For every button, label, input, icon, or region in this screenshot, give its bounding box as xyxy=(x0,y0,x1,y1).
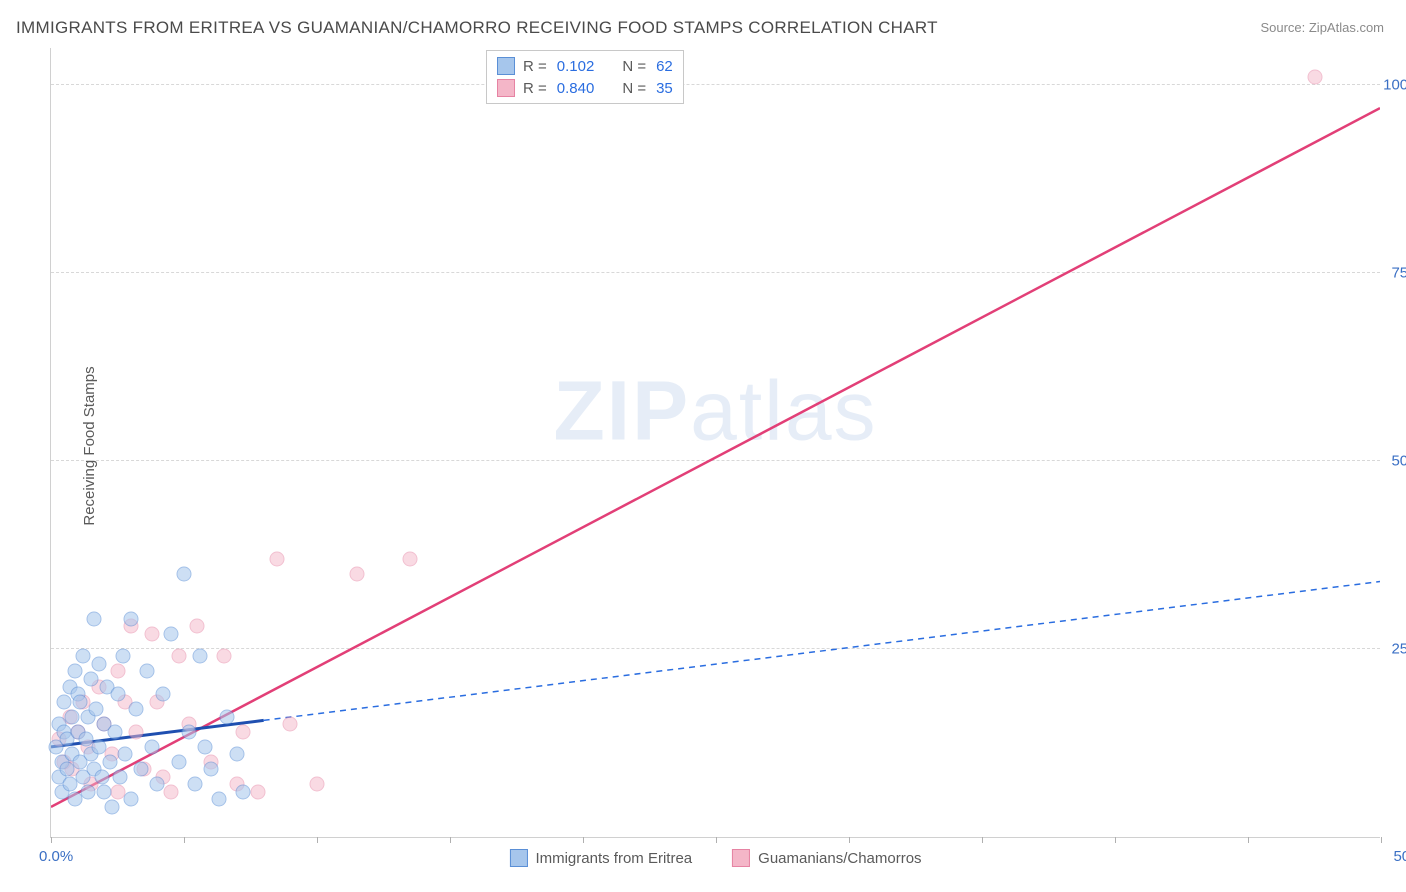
x-tick xyxy=(1381,837,1382,843)
pink-point xyxy=(403,551,418,566)
stats-row-blue: R = 0.102 N = 62 xyxy=(497,55,673,77)
blue-point xyxy=(177,566,192,581)
pink-r-value: 0.840 xyxy=(557,80,595,97)
blue-point xyxy=(163,626,178,641)
pink-point xyxy=(190,619,205,634)
blue-point xyxy=(67,664,82,679)
pink-point xyxy=(349,566,364,581)
x-tick xyxy=(51,837,52,843)
blue-point xyxy=(145,739,160,754)
blue-point xyxy=(81,784,96,799)
pink-point xyxy=(129,724,144,739)
y-tick-label: 25.0% xyxy=(1391,640,1406,657)
plot-area: ZIPatlas 25.0%50.0%75.0%100.0% R = 0.102… xyxy=(50,48,1380,838)
legend-label-pink: Guamanians/Chamorros xyxy=(758,850,921,867)
blue-point xyxy=(91,739,106,754)
blue-point xyxy=(89,702,104,717)
watermark: ZIPatlas xyxy=(553,362,877,459)
blue-point xyxy=(129,702,144,717)
x-axis-min-label: 0.0% xyxy=(39,848,73,865)
x-tick xyxy=(716,837,717,843)
pink-point xyxy=(171,649,186,664)
pink-swatch-icon xyxy=(497,79,515,97)
blue-point xyxy=(102,754,117,769)
blue-point xyxy=(150,777,165,792)
blue-point xyxy=(198,739,213,754)
blue-point xyxy=(97,784,112,799)
blue-point xyxy=(118,747,133,762)
chart-title: IMMIGRANTS FROM ERITREA VS GUAMANIAN/CHA… xyxy=(16,18,938,38)
grid-line xyxy=(51,648,1380,649)
blue-point xyxy=(83,672,98,687)
legend: Immigrants from Eritrea Guamanians/Chamo… xyxy=(509,849,921,867)
stats-row-pink: R = 0.840 N = 35 xyxy=(497,77,673,99)
blue-point xyxy=(115,649,130,664)
x-tick xyxy=(583,837,584,843)
pink-point xyxy=(310,777,325,792)
blue-point xyxy=(91,656,106,671)
x-tick xyxy=(1115,837,1116,843)
blue-point xyxy=(123,792,138,807)
source-attribution: Source: ZipAtlas.com xyxy=(1260,20,1384,35)
grid-line xyxy=(51,84,1380,85)
pink-point xyxy=(283,717,298,732)
blue-point xyxy=(155,687,170,702)
pink-point xyxy=(1307,70,1322,85)
blue-n-value: 62 xyxy=(656,58,673,75)
y-tick-label: 50.0% xyxy=(1391,452,1406,469)
blue-point xyxy=(94,769,109,784)
blue-point xyxy=(110,687,125,702)
blue-point xyxy=(107,724,122,739)
correlation-stats-box: R = 0.102 N = 62 R = 0.840 N = 35 xyxy=(486,50,684,104)
trend-lines xyxy=(51,48,1380,837)
blue-point xyxy=(65,709,80,724)
x-tick xyxy=(184,837,185,843)
blue-point xyxy=(192,649,207,664)
x-tick xyxy=(849,837,850,843)
blue-point xyxy=(211,792,226,807)
blue-legend-swatch-icon xyxy=(509,849,527,867)
x-tick xyxy=(450,837,451,843)
grid-line xyxy=(51,460,1380,461)
x-tick xyxy=(1248,837,1249,843)
x-tick xyxy=(982,837,983,843)
grid-line xyxy=(51,272,1380,273)
pink-point xyxy=(235,724,250,739)
y-tick-label: 75.0% xyxy=(1391,264,1406,281)
blue-point xyxy=(219,709,234,724)
blue-point xyxy=(182,724,197,739)
pink-n-value: 35 xyxy=(656,80,673,97)
pink-point xyxy=(145,626,160,641)
blue-point xyxy=(75,649,90,664)
pink-point xyxy=(251,784,266,799)
blue-point xyxy=(235,784,250,799)
blue-point xyxy=(86,611,101,626)
pink-point xyxy=(270,551,285,566)
pink-point xyxy=(163,784,178,799)
blue-point xyxy=(203,762,218,777)
blue-point xyxy=(123,611,138,626)
blue-point xyxy=(139,664,154,679)
blue-r-value: 0.102 xyxy=(557,58,595,75)
blue-point xyxy=(134,762,149,777)
y-tick-label: 100.0% xyxy=(1383,76,1406,93)
blue-swatch-icon xyxy=(497,57,515,75)
legend-item-blue: Immigrants from Eritrea xyxy=(509,849,692,867)
legend-item-pink: Guamanians/Chamorros xyxy=(732,849,921,867)
blue-point xyxy=(73,694,88,709)
pink-legend-swatch-icon xyxy=(732,849,750,867)
blue-point xyxy=(187,777,202,792)
chart-container: IMMIGRANTS FROM ERITREA VS GUAMANIAN/CHA… xyxy=(0,0,1406,892)
legend-label-blue: Immigrants from Eritrea xyxy=(535,850,692,867)
x-tick xyxy=(317,837,318,843)
x-axis-max-label: 50.0% xyxy=(1393,848,1406,865)
pink-point xyxy=(110,664,125,679)
pink-point xyxy=(216,649,231,664)
blue-point xyxy=(230,747,245,762)
blue-point xyxy=(105,799,120,814)
blue-point xyxy=(171,754,186,769)
blue-point xyxy=(113,769,128,784)
